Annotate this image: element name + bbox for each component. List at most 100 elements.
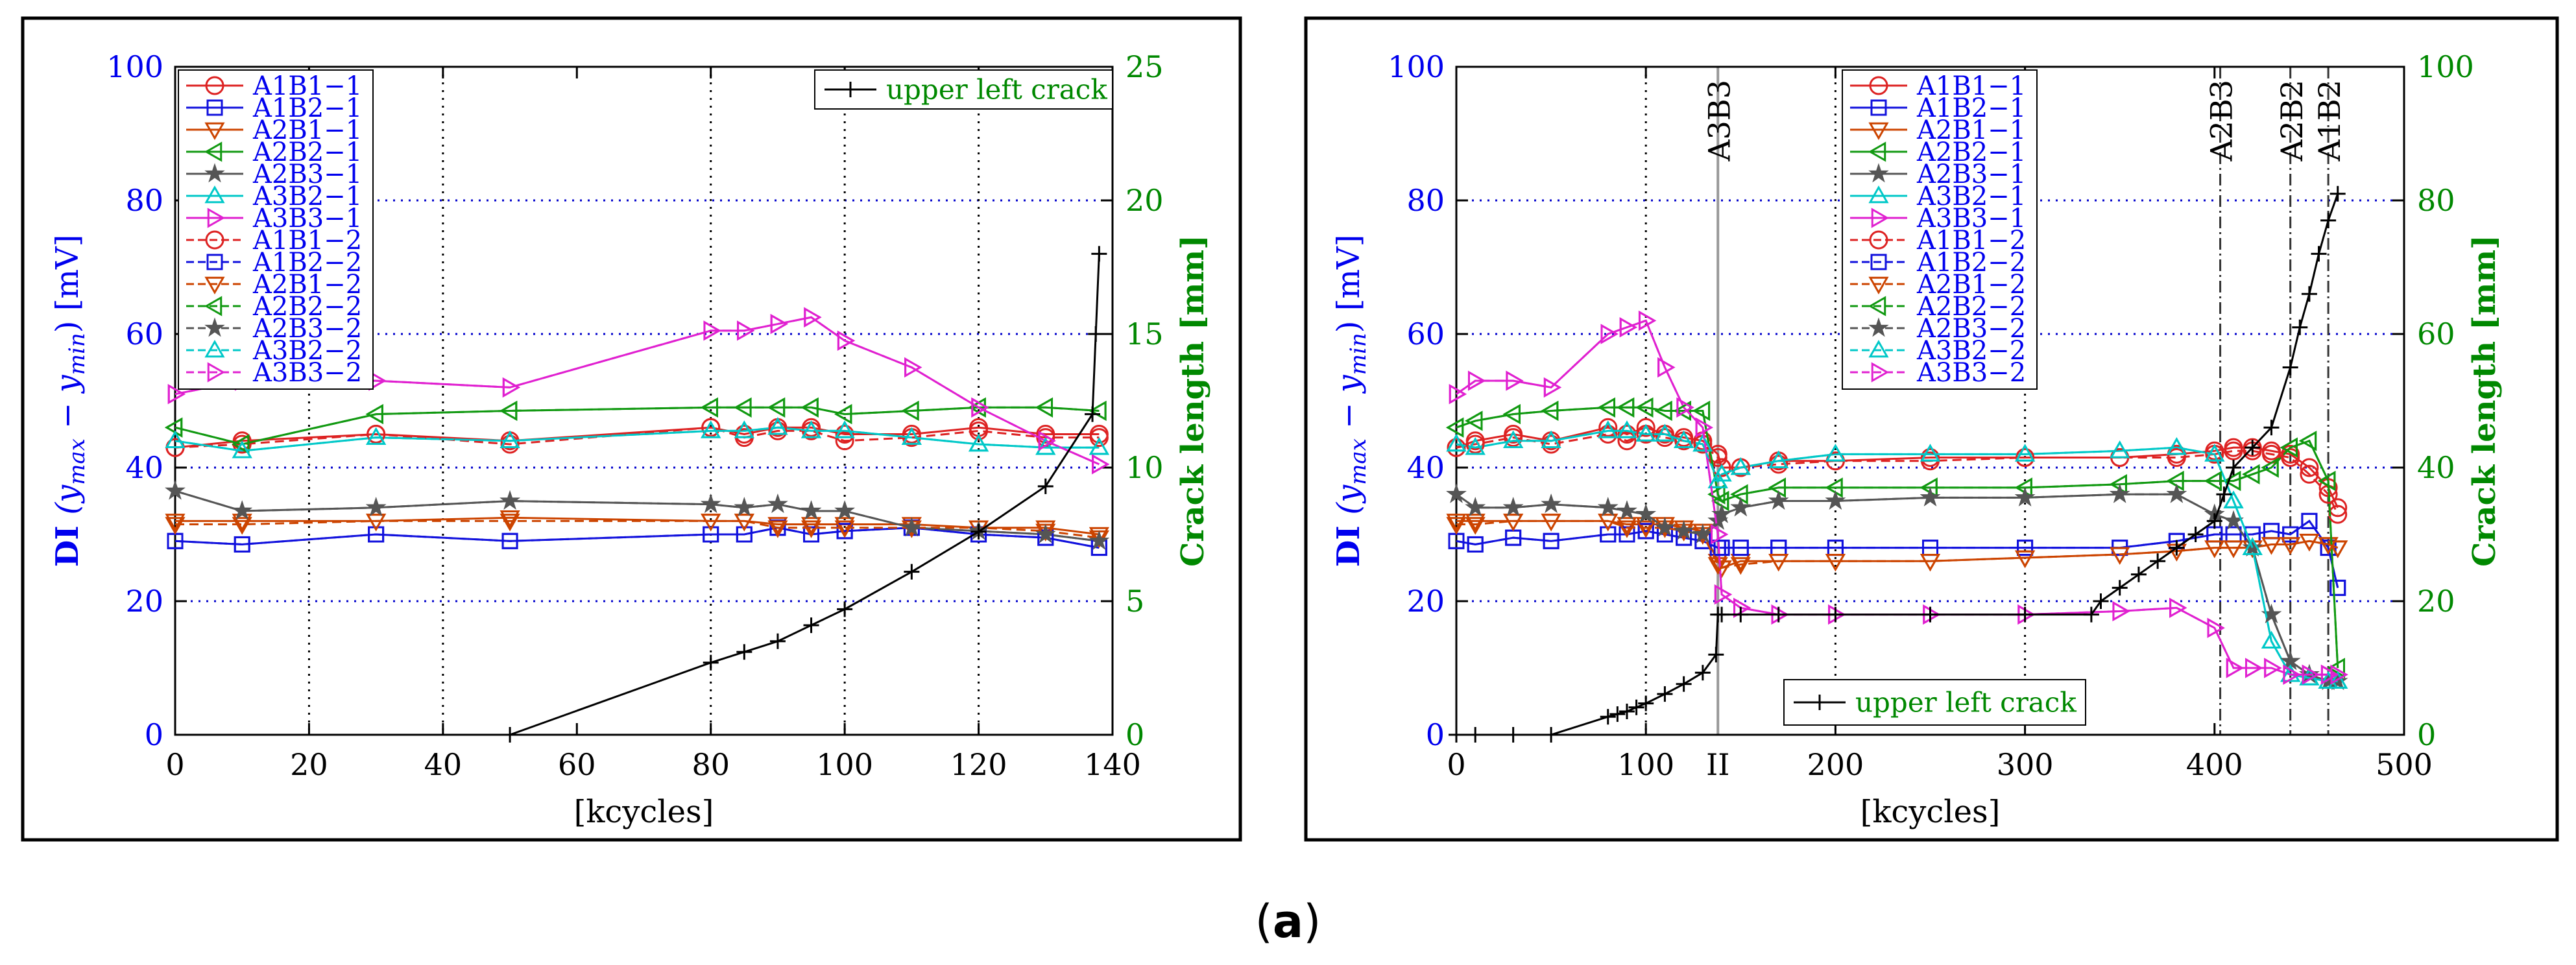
y-left-tick-label: 60 xyxy=(125,316,163,351)
data-point xyxy=(164,417,183,438)
legend-label: A2B2−2 xyxy=(1916,292,2026,322)
data-point xyxy=(734,397,752,418)
data-point xyxy=(1825,477,1843,498)
data-point xyxy=(1089,428,1109,447)
x-tick-label: 60 xyxy=(558,747,596,782)
x-tick-label: 140 xyxy=(1084,747,1141,782)
data-point xyxy=(2169,597,2187,618)
crack-point xyxy=(1543,727,1559,743)
legend-label: A1B1−1 xyxy=(1916,71,2026,101)
crack-point xyxy=(703,654,719,671)
data-point xyxy=(2300,464,2319,484)
data-point xyxy=(767,520,788,538)
data-point xyxy=(365,497,387,517)
data-point xyxy=(1708,448,1727,468)
data-point xyxy=(1089,527,1109,545)
legend-label: A3B3−1 xyxy=(1916,204,2026,233)
legend-label: A2B2−1 xyxy=(1916,137,2026,167)
data-point xyxy=(1825,553,1846,572)
y-right-tick-label: 80 xyxy=(2417,183,2455,218)
data-point xyxy=(1541,494,1561,514)
data-point xyxy=(1676,397,1694,418)
y-right-tick-label: 5 xyxy=(1125,584,1144,619)
data-point xyxy=(167,384,186,405)
data-point xyxy=(1654,517,1676,537)
data-point xyxy=(1657,357,1676,378)
data-point xyxy=(1619,317,1638,338)
crack-point xyxy=(1676,676,1692,692)
data-point xyxy=(734,420,754,438)
data-point xyxy=(1504,428,1523,447)
data-point xyxy=(767,417,788,435)
x-tick-label: 0 xyxy=(165,747,184,782)
legend-marker xyxy=(1871,208,1890,228)
data-point xyxy=(901,517,922,537)
data-point xyxy=(2327,658,2345,678)
data-point xyxy=(804,307,822,328)
crack-point xyxy=(1694,665,1711,681)
data-point xyxy=(968,433,989,452)
crack-point xyxy=(2187,527,2204,542)
legend-marker xyxy=(204,296,223,316)
data-point xyxy=(502,377,521,398)
y-axis-right-label: Crack length [mm] xyxy=(2466,235,2503,567)
data-point xyxy=(1038,431,1056,451)
data-point xyxy=(2245,658,2263,678)
data-point xyxy=(500,510,520,529)
crack-point xyxy=(2206,513,2222,529)
data-point xyxy=(800,500,822,520)
data-point xyxy=(1635,423,1656,442)
series-line xyxy=(1456,519,2339,588)
data-point xyxy=(2261,630,2282,649)
data-point xyxy=(2282,526,2299,543)
y-left-tick-label: 20 xyxy=(1406,584,1445,619)
data-point xyxy=(2264,658,2282,678)
legend-marker xyxy=(204,185,225,204)
data-point xyxy=(701,418,721,437)
legend-label: A1B2−2 xyxy=(1916,248,2026,278)
data-point xyxy=(165,517,186,535)
x-tick-label: 100 xyxy=(1617,747,1674,782)
data-point xyxy=(1920,444,1941,462)
crack-point xyxy=(2320,212,2337,228)
legend-label: A2B1−2 xyxy=(252,270,362,300)
crack-point xyxy=(2263,420,2280,436)
data-point xyxy=(1920,553,1941,572)
x-tick-label: 200 xyxy=(1807,747,1864,782)
event-label: A1B2 xyxy=(2312,80,2347,162)
y-right-tick-label: 40 xyxy=(2417,450,2455,485)
crack-point xyxy=(2329,185,2346,202)
data-point xyxy=(2280,537,2301,555)
crack-point xyxy=(1609,706,1626,722)
data-point xyxy=(734,497,755,517)
data-point xyxy=(767,494,788,514)
data-point xyxy=(1617,520,1637,538)
crack-point xyxy=(2282,359,2298,375)
y-left-tick-label: 40 xyxy=(1406,450,1445,485)
data-point xyxy=(901,427,922,445)
data-point xyxy=(1465,435,1485,454)
legend-marker xyxy=(1868,339,1889,358)
data-point xyxy=(1692,400,1711,422)
data-point xyxy=(971,397,989,418)
data-point xyxy=(1597,497,1619,517)
crack-point xyxy=(1600,709,1616,725)
data-point xyxy=(165,480,186,500)
data-point xyxy=(1503,514,1524,532)
y-left-tick-label: 60 xyxy=(1406,316,1445,351)
data-point xyxy=(901,400,919,422)
data-point xyxy=(1695,417,1713,438)
legend-marker xyxy=(1868,276,1889,295)
crack-point xyxy=(2112,580,2128,596)
data-point xyxy=(1730,484,1748,505)
data-point xyxy=(1673,520,1694,540)
data-point xyxy=(1692,523,1713,543)
legend-marker xyxy=(1869,76,1888,95)
data-point xyxy=(767,517,788,535)
legend-marker xyxy=(207,208,226,228)
data-point xyxy=(1768,450,1789,468)
x-tick-label: 300 xyxy=(1997,747,2054,782)
chart-left: 0 20 40 60 80 100 120 1400204060801000510152025… xyxy=(21,16,1242,842)
data-point xyxy=(1449,384,1467,405)
data-point xyxy=(1711,464,1732,482)
